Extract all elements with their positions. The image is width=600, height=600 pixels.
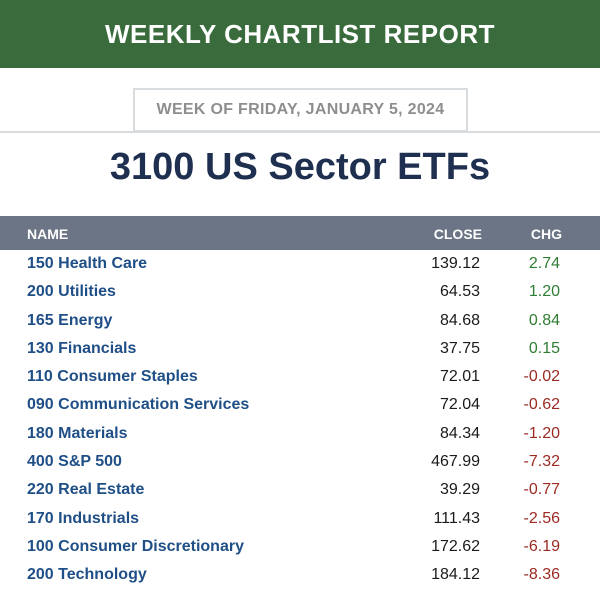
- table-header: NAME CLOSE CHG: [0, 216, 600, 250]
- etf-name-link[interactable]: 220 Real Estate: [27, 481, 145, 499]
- table-row: 090 Communication Services 72.04 -0.62: [0, 391, 600, 419]
- table-row: 180 Materials 84.34 -1.20: [0, 420, 600, 448]
- close-value: 84.34: [439, 424, 480, 442]
- change-value: 2.74: [528, 255, 560, 272]
- table-row: 400 S&P 500 467.99 -7.32: [0, 448, 600, 476]
- week-date-label: WEEK OF FRIDAY, JANUARY 5, 2024: [156, 101, 445, 118]
- table-row: 170 Industrials 111.43 -2.56: [0, 505, 600, 533]
- etf-name-link[interactable]: 200 Utilities: [27, 283, 116, 301]
- close-value: 37.75: [439, 339, 480, 357]
- week-date-box: WEEK OF FRIDAY, JANUARY 5, 2024: [133, 88, 468, 132]
- change-value: -6.19: [523, 537, 560, 555]
- close-value: 172.62: [431, 537, 480, 555]
- etf-name-link[interactable]: 150 Health Care: [27, 255, 148, 272]
- etf-name-link[interactable]: 165 Energy: [27, 311, 113, 329]
- close-value: 39.29: [439, 481, 480, 499]
- etf-table-body: 150 Health Care 139.12 2.74 200 Utilities 64…: [0, 250, 600, 590]
- close-value: 139.12: [431, 255, 480, 272]
- etf-name-link[interactable]: 110 Consumer Staples: [27, 368, 198, 386]
- etf-name-link[interactable]: 400 S&P 500: [27, 453, 122, 471]
- banner-title: WEEKLY CHARTLIST REPORT: [105, 18, 495, 49]
- close-value: 72.04: [439, 396, 480, 414]
- column-header-name: NAME: [27, 226, 69, 242]
- change-value: 1.20: [528, 283, 560, 301]
- table-row: 150 Health Care 139.12 2.74: [0, 250, 600, 278]
- change-value: -7.32: [523, 453, 560, 471]
- close-value: 467.99: [431, 453, 480, 471]
- change-value: -2.56: [523, 509, 560, 527]
- section-divider: [0, 131, 600, 133]
- table-row: 165 Energy 84.68 0.84: [0, 307, 600, 335]
- change-value: -0.62: [523, 396, 560, 414]
- close-value: 84.68: [439, 311, 480, 329]
- change-value: -1.20: [523, 424, 560, 442]
- close-value: 64.53: [439, 283, 480, 301]
- page-title: 3100 US Sector ETFs: [109, 146, 491, 188]
- table-row: 200 Technology 184.12 -8.36: [0, 561, 600, 589]
- table-row: 130 Financials 37.75 0.15: [0, 335, 600, 363]
- change-value: -0.77: [523, 481, 560, 499]
- close-value: 72.01: [439, 368, 480, 386]
- table-row: 110 Consumer Staples 72.01 -0.02: [0, 363, 600, 391]
- change-value: 0.84: [528, 311, 560, 329]
- column-header-close: CLOSE: [433, 226, 482, 242]
- etf-name-link[interactable]: 090 Communication Services: [27, 396, 250, 414]
- table-row: 100 Consumer Discretionary 172.62 -6.19: [0, 533, 600, 561]
- table-row: 200 Utilities 64.53 1.20: [0, 278, 600, 306]
- close-value: 184.12: [431, 566, 480, 584]
- etf-name-link[interactable]: 200 Technology: [27, 566, 147, 584]
- report-banner: WEEKLY CHARTLIST REPORT: [0, 0, 600, 68]
- etf-name-link[interactable]: 130 Financials: [27, 339, 137, 357]
- change-value: -0.02: [523, 368, 560, 386]
- etf-name-link[interactable]: 180 Materials: [27, 424, 128, 442]
- etf-name-link[interactable]: 170 Industrials: [27, 509, 140, 527]
- change-value: -8.36: [523, 566, 560, 584]
- table-row: 220 Real Estate 39.29 -0.77: [0, 476, 600, 504]
- change-value: 0.15: [528, 339, 560, 357]
- etf-name-link[interactable]: 100 Consumer Discretionary: [27, 537, 244, 555]
- close-value: 111.43: [433, 509, 480, 527]
- column-header-chg: CHG: [530, 226, 562, 242]
